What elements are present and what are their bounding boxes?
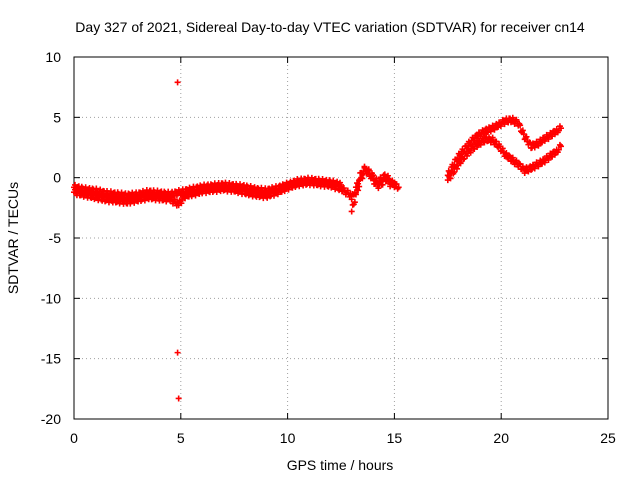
grid-lines [74, 57, 608, 419]
data-point [375, 185, 382, 192]
data-point [391, 179, 398, 186]
y-tick-label: 5 [53, 109, 61, 125]
data-point [352, 184, 359, 191]
data-point [390, 180, 397, 187]
data-point [499, 145, 506, 152]
data-point [384, 175, 391, 182]
data-point [519, 127, 526, 134]
data-point [467, 149, 474, 156]
data-point [174, 79, 181, 86]
data-points [71, 79, 565, 402]
x-tick-label: 15 [387, 430, 403, 446]
data-point [453, 165, 460, 172]
data-point [359, 171, 366, 178]
data-point [350, 191, 357, 198]
chart-title: Day 327 of 2021, Sidereal Day-to-day VTE… [75, 19, 585, 35]
y-tick-label: -5 [49, 230, 62, 246]
data-point [348, 208, 355, 215]
data-point [509, 154, 516, 161]
data-point [513, 116, 520, 123]
data-point [175, 395, 182, 402]
y-tick-label: -10 [41, 290, 61, 306]
data-point [535, 142, 542, 149]
series-band-4 [348, 163, 398, 203]
data-point [344, 187, 351, 194]
data-point [451, 169, 458, 176]
y-tick-label: 0 [53, 170, 61, 186]
data-point [370, 175, 377, 182]
data-point [365, 167, 372, 174]
data-point [387, 183, 394, 190]
y-tick-label: 10 [45, 49, 61, 65]
y-tick-label: -15 [41, 351, 61, 367]
data-point [456, 159, 463, 166]
data-point [523, 133, 530, 140]
data-point [555, 146, 562, 153]
x-tick-label: 5 [177, 430, 185, 446]
data-point [517, 122, 524, 129]
y-axis-label: SDTVAR / TECUs [5, 182, 21, 294]
series-band-5 [444, 114, 565, 179]
axis-ticks: 0 5 10 15 20 25 -20 -15 -10 -5 0 5 10 [41, 49, 616, 446]
data-point [521, 170, 528, 177]
data-point [558, 143, 565, 150]
data-point [171, 196, 178, 203]
data-point [355, 187, 362, 194]
x-tick-label: 10 [280, 430, 296, 446]
data-point [192, 188, 199, 195]
x-axis-label: GPS time / hours [287, 457, 394, 473]
data-point [545, 136, 552, 143]
data-point [395, 184, 402, 191]
data-point [502, 150, 509, 157]
data-point [334, 178, 341, 185]
data-point [351, 199, 358, 206]
data-point [545, 156, 552, 163]
x-tick-label: 25 [600, 430, 616, 446]
data-point [558, 125, 565, 132]
data-point [351, 190, 358, 197]
y-tick-label: -20 [41, 411, 61, 427]
data-point [506, 152, 513, 159]
series-outliers [174, 79, 182, 402]
data-point [178, 200, 185, 207]
data-point [355, 180, 362, 187]
data-point [348, 196, 355, 203]
data-point [338, 181, 344, 188]
data-point [379, 181, 386, 188]
data-point [489, 134, 496, 141]
data-point [457, 160, 464, 167]
series-band-6 [444, 134, 565, 184]
data-point [361, 163, 368, 170]
data-point [356, 177, 363, 184]
data-point [174, 349, 181, 356]
x-tick-label: 0 [70, 430, 78, 446]
series-band-2 [71, 174, 344, 201]
x-tick-label: 20 [493, 430, 509, 446]
data-point [477, 141, 484, 148]
data-point [513, 157, 520, 164]
data-point [447, 175, 454, 182]
